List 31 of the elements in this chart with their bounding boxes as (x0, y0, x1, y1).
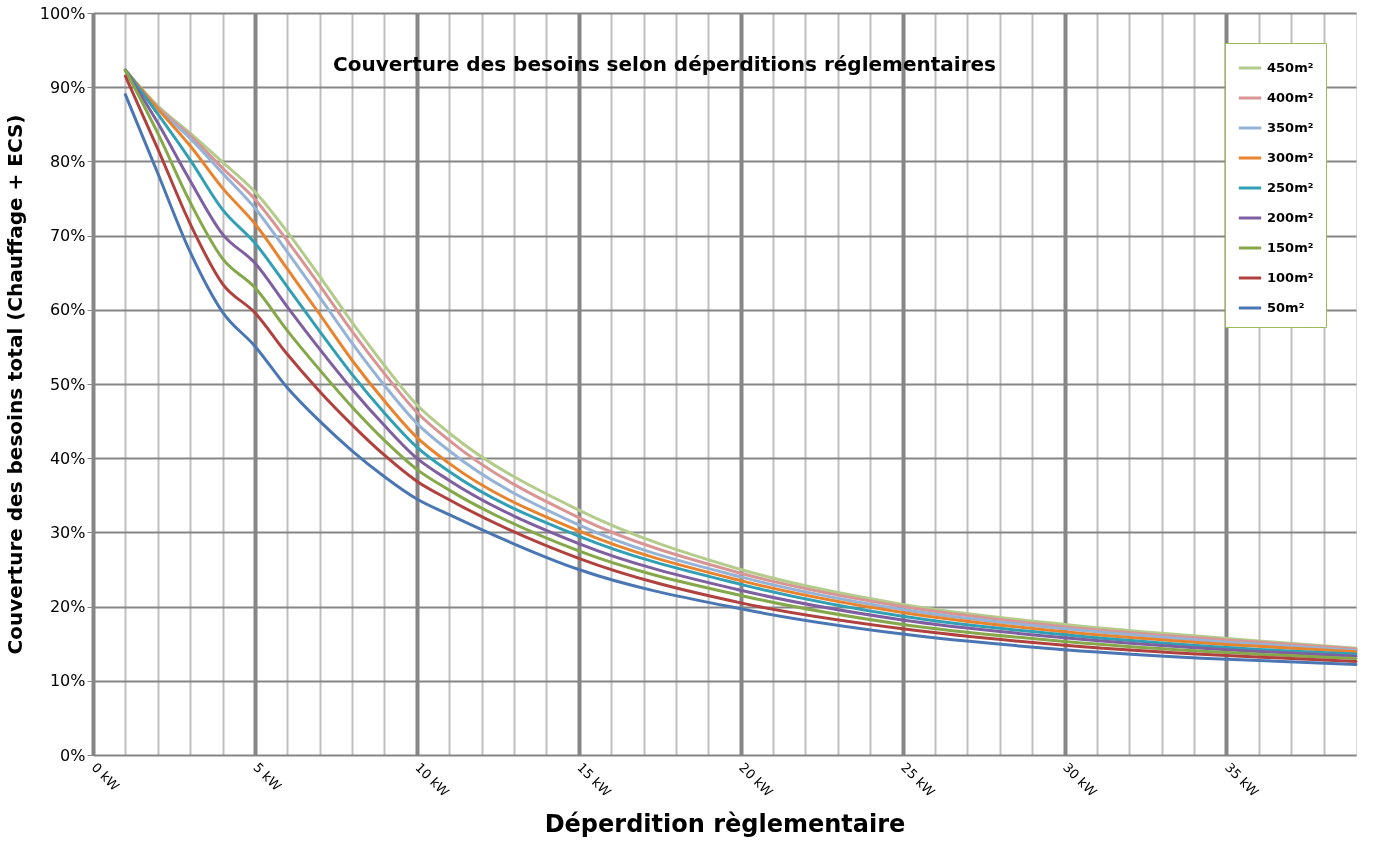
y-tick-label: 10% (49, 671, 86, 691)
legend-label: 100m² (1267, 270, 1314, 285)
y-tick-label: 50% (49, 374, 86, 394)
legend-label: 250m² (1267, 180, 1314, 195)
x-tick-label: 25 kW (898, 759, 938, 800)
legend-label: 50m² (1267, 300, 1305, 315)
legend-label: 450m² (1267, 60, 1314, 75)
y-tick-label: 40% (49, 448, 86, 468)
x-tick-label: 30 kW (1060, 759, 1100, 800)
legend-label: 150m² (1267, 240, 1314, 255)
x-tick-label: 20 kW (736, 759, 776, 800)
x-tick-label: 15 kW (574, 759, 615, 800)
x-tick-label: 0 kW (88, 759, 123, 794)
y-tick-label: 0% (60, 745, 86, 765)
legend-label: 300m² (1267, 150, 1314, 165)
y-tick-label: 80% (49, 151, 86, 171)
x-tick-label: 10 kW (412, 759, 453, 800)
y-tick-label: 60% (49, 300, 86, 320)
x-tick-label: 5 kW (250, 759, 285, 794)
text: Couverture des besoins selon déperditions réglementaires (333, 52, 996, 76)
y-tick-label: 90% (49, 77, 86, 97)
x-axis-title: Déperdition règlementaire (544, 810, 906, 839)
y-tick-label: 20% (49, 597, 86, 617)
legend-label: 400m² (1267, 90, 1314, 105)
y-tick-label: 30% (49, 522, 86, 542)
x-tick-label: 35 kW (1222, 759, 1262, 800)
y-axis-title: Couverture des besoins total (Chauffage + ECS) (2, 114, 27, 655)
legend-label: 200m² (1267, 210, 1314, 225)
y-tick-label: 100% (39, 3, 86, 23)
legend-label: 350m² (1267, 120, 1314, 135)
y-tick-label: 70% (49, 226, 86, 246)
